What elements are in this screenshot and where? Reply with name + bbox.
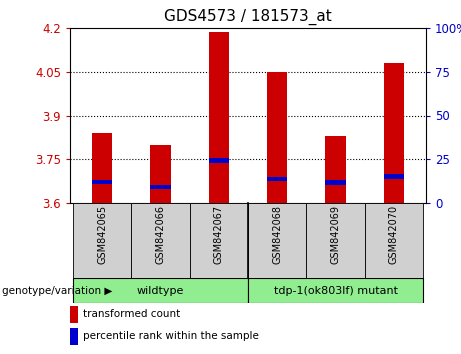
Bar [150, 185, 171, 189]
Text: tdp-1(ok803lf) mutant: tdp-1(ok803lf) mutant [273, 285, 397, 296]
Bar [365, 203, 423, 278]
Bar [307, 203, 365, 278]
Bar [384, 175, 404, 179]
Text: wildtype: wildtype [137, 285, 184, 296]
Bar [384, 63, 404, 203]
Bar [73, 278, 248, 303]
Text: GSM842070: GSM842070 [389, 205, 399, 264]
Bar [248, 203, 307, 278]
Bar [325, 180, 346, 185]
Text: GSM842068: GSM842068 [272, 205, 282, 264]
Bar [325, 136, 346, 203]
Text: transformed count: transformed count [83, 309, 180, 319]
Text: percentile rank within the sample: percentile rank within the sample [83, 331, 259, 342]
Bar [267, 177, 287, 181]
Text: GSM842066: GSM842066 [155, 205, 165, 264]
Bar [73, 203, 131, 278]
Text: GSM842067: GSM842067 [214, 205, 224, 264]
Bar [209, 158, 229, 163]
Bar [131, 203, 189, 278]
Text: genotype/variation ▶: genotype/variation ▶ [2, 285, 112, 296]
Bar [92, 180, 112, 184]
Text: GSM842065: GSM842065 [97, 205, 107, 264]
Bar [70, 328, 78, 345]
Bar [267, 72, 287, 203]
Bar [150, 145, 171, 203]
Title: GDS4573 / 181573_at: GDS4573 / 181573_at [164, 9, 332, 25]
Bar [209, 32, 229, 203]
Bar [70, 306, 78, 323]
Bar [92, 133, 112, 203]
Text: GSM842069: GSM842069 [331, 205, 341, 264]
Bar [248, 278, 423, 303]
Bar [189, 203, 248, 278]
